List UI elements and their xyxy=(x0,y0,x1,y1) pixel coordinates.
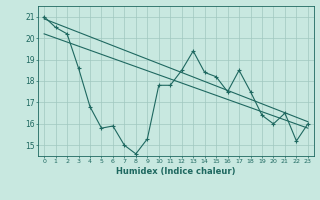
X-axis label: Humidex (Indice chaleur): Humidex (Indice chaleur) xyxy=(116,167,236,176)
